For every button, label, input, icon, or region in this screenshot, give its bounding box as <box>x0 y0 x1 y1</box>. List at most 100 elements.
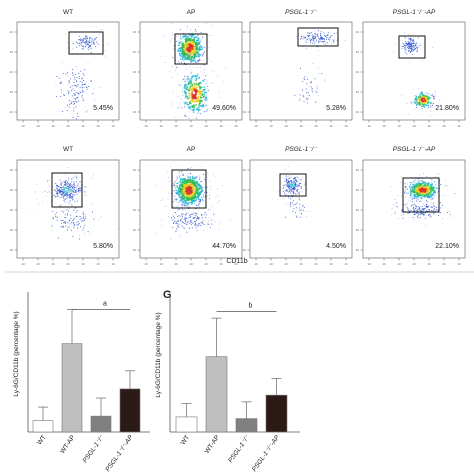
x-tick-label: 10 <box>36 124 40 128</box>
event-dot <box>186 58 189 61</box>
event-dot <box>409 190 412 193</box>
event-dot <box>196 37 199 39</box>
event-dot <box>432 193 435 196</box>
event-dot <box>181 42 184 45</box>
event-dot <box>174 231 176 233</box>
event-dot <box>424 182 426 185</box>
event-dot <box>51 230 53 232</box>
event-dot <box>295 194 297 196</box>
event-dot <box>187 199 189 201</box>
event-dot <box>83 79 85 81</box>
event-dot <box>100 29 102 31</box>
event-dot <box>69 47 71 49</box>
event-dot <box>181 48 183 50</box>
event-dot <box>433 98 436 100</box>
event-dot <box>201 189 203 191</box>
bar-psgl <box>235 418 258 433</box>
event-dot <box>203 91 206 94</box>
event-dot <box>194 28 196 30</box>
event-dot <box>196 35 198 37</box>
y-tick-label: 10 <box>356 70 360 74</box>
y-tick-label: 10 <box>243 30 247 34</box>
category-label: WT <box>180 434 192 446</box>
event-dot <box>176 177 179 179</box>
event-dot <box>189 193 191 194</box>
x-tick-label: 10 <box>284 262 288 266</box>
event-dot <box>76 198 78 200</box>
event-dot <box>298 183 300 185</box>
event-dot <box>191 76 193 79</box>
event-dot <box>412 37 414 39</box>
event-dot <box>194 46 195 48</box>
y-tick-label: 10 <box>133 208 137 212</box>
x-tick-label: 10 <box>66 124 70 128</box>
event-dot <box>315 101 317 103</box>
event-dot <box>196 41 198 43</box>
event-dot <box>191 227 193 229</box>
event-dot <box>405 196 406 198</box>
y-tick-label: 10 <box>133 90 137 94</box>
event-dot <box>455 193 456 195</box>
event-dot <box>179 187 182 190</box>
event-dot <box>177 204 179 206</box>
event-dot <box>185 39 187 42</box>
event-dot <box>424 94 427 97</box>
event-dot <box>302 204 304 207</box>
event-dot <box>419 174 421 176</box>
event-dot <box>78 39 80 41</box>
event-dot <box>409 62 411 64</box>
x-tick-label: 10 <box>344 124 348 128</box>
event-dot <box>203 86 206 88</box>
event-dot <box>190 81 193 84</box>
event-dot <box>316 39 318 41</box>
event-dot <box>189 85 192 88</box>
x-tick-label: 10 <box>397 262 401 266</box>
event-dot <box>433 189 436 192</box>
event-dot <box>196 213 198 215</box>
event-dot <box>73 101 75 103</box>
event-dot <box>84 84 86 86</box>
event-dot <box>288 175 290 177</box>
event-dot <box>204 186 206 188</box>
event-dot <box>414 48 416 50</box>
event-dot <box>326 36 328 38</box>
event-dot <box>60 95 62 98</box>
event-dot <box>188 216 190 218</box>
event-dot <box>64 190 66 191</box>
event-dot <box>298 184 300 186</box>
event-dot <box>317 85 319 86</box>
event-dot <box>330 35 332 37</box>
event-dot <box>401 210 403 212</box>
event-dot <box>192 175 194 177</box>
event-dot <box>432 187 435 190</box>
event-dot <box>96 41 98 43</box>
event-dot <box>195 77 198 80</box>
event-dot <box>416 105 418 107</box>
event-dot <box>196 84 198 87</box>
y-tick-label: 10 <box>356 50 360 54</box>
event-dot <box>429 97 431 100</box>
event-dot <box>59 188 61 190</box>
event-dot <box>68 80 70 82</box>
flow-plot-title: PSGL-1⁻/⁻ <box>285 9 317 16</box>
event-dot <box>420 97 423 100</box>
event-dot <box>209 181 211 183</box>
event-dot <box>69 219 71 221</box>
event-dot <box>416 180 418 182</box>
event-dot <box>174 212 177 214</box>
event-dot <box>447 185 449 187</box>
event-dot <box>71 222 73 224</box>
event-dot <box>402 47 403 49</box>
event-dot <box>426 92 428 95</box>
event-dot <box>71 204 73 206</box>
event-dot <box>193 221 194 223</box>
x-tick-label: 10 <box>21 124 25 128</box>
event-dot <box>73 191 75 193</box>
event-dot <box>417 37 419 39</box>
event-dot <box>195 227 197 229</box>
event-dot <box>67 182 69 184</box>
event-dot <box>422 181 424 183</box>
event-dot <box>51 225 53 227</box>
event-dot <box>296 202 298 204</box>
